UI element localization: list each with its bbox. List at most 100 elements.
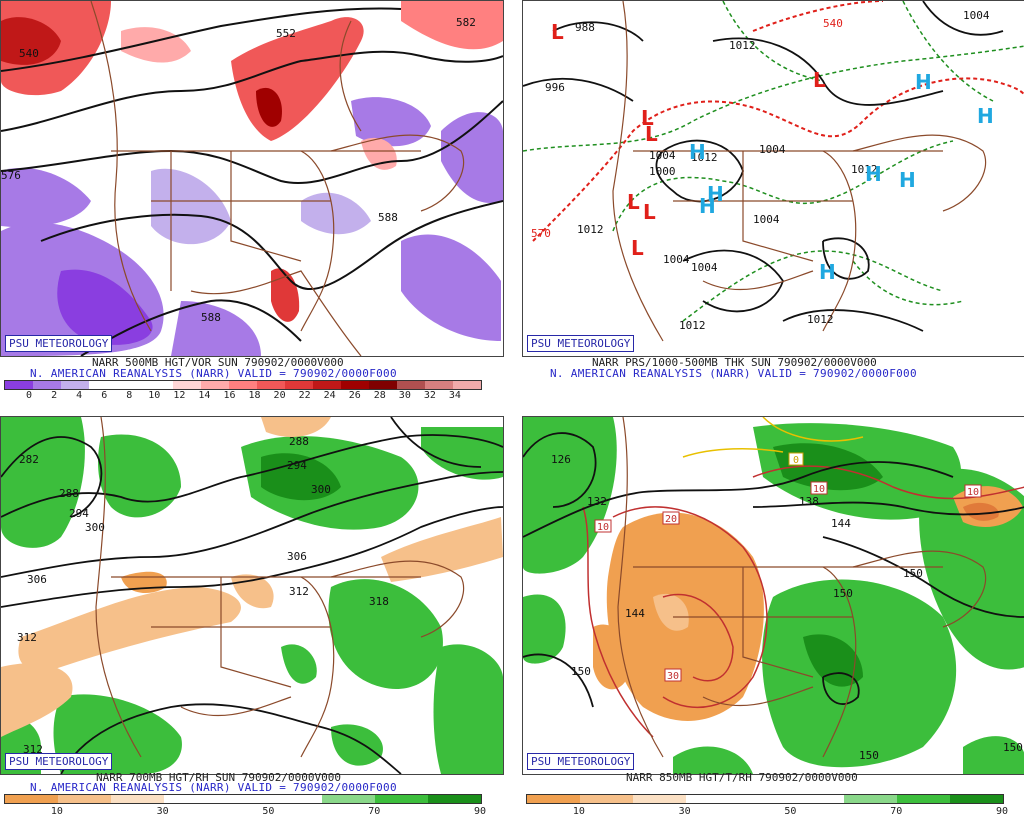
svg-text:1004: 1004 <box>753 213 780 226</box>
svg-text:1004: 1004 <box>691 261 718 274</box>
svg-text:L: L <box>643 200 656 224</box>
panel-700mb-rh: 282 288 294 300 306 312 312 318 306 300 … <box>0 416 504 819</box>
colorbar-tick-label: 34 <box>448 390 461 401</box>
svg-text:150: 150 <box>571 665 591 678</box>
svg-text:570: 570 <box>531 227 551 240</box>
svg-text:150: 150 <box>833 587 853 600</box>
rh-colorbar-ticks: 10 30 50 70 90 <box>4 806 486 818</box>
map-pressure-thickness: 988 996 1012 1004 1000 1012 1004 1004 10… <box>522 0 1024 357</box>
svg-text:996: 996 <box>545 81 565 94</box>
svg-text:L: L <box>631 236 644 260</box>
svg-text:582: 582 <box>456 16 476 29</box>
svg-text:H: H <box>689 140 706 164</box>
colorbar-tick-label: 70 <box>368 806 381 817</box>
colorbar-tick-label: 30 <box>398 390 411 401</box>
colorbar-tick-label: 28 <box>373 390 386 401</box>
colorbar-tick-label: 90 <box>473 806 487 817</box>
svg-text:150: 150 <box>859 749 879 762</box>
svg-text:126: 126 <box>551 453 571 466</box>
svg-text:540: 540 <box>19 47 39 60</box>
svg-text:294: 294 <box>69 507 89 520</box>
colorbar-tick-label: 6 <box>101 390 108 401</box>
colorbar-tick-label: 12 <box>173 390 186 401</box>
colorbar-tick-label: 22 <box>298 390 311 401</box>
svg-text:1012: 1012 <box>851 163 878 176</box>
svg-text:L: L <box>641 106 654 130</box>
colorbar-tick-label: 2 <box>51 390 58 401</box>
svg-text:1012: 1012 <box>679 319 706 332</box>
colorbar-tick-label: 10 <box>572 806 585 817</box>
valid-time-line: N. AMERICAN REANALYSIS (NARR) VALID = 79… <box>550 367 917 380</box>
svg-text:1004: 1004 <box>759 143 786 156</box>
colorbar-tick-label: 4 <box>76 390 83 401</box>
svg-text:1004: 1004 <box>663 253 690 266</box>
svg-text:1004: 1004 <box>649 149 676 162</box>
svg-text:312: 312 <box>289 585 309 598</box>
svg-text:300: 300 <box>85 521 105 534</box>
colorbar-tick-label: 26 <box>348 390 361 401</box>
colorbar-tick-label: 32 <box>423 390 436 401</box>
svg-text:H: H <box>865 162 882 186</box>
svg-text:282: 282 <box>19 453 39 466</box>
colorbar-tick-label: 50 <box>262 806 275 817</box>
svg-text:288: 288 <box>59 487 79 500</box>
chart-title-line: NARR 700MB HGT/RH SUN 790902/0000V000 <box>96 771 342 784</box>
svg-text:318: 318 <box>369 595 389 608</box>
svg-text:306: 306 <box>27 573 47 586</box>
map-850mb: 126 132 138 144 150 144 150 150 150 150 … <box>522 416 1024 775</box>
colorbar-tick-label: 10 <box>50 806 63 817</box>
svg-text:1004: 1004 <box>963 9 990 22</box>
svg-text:988: 988 <box>575 21 595 34</box>
panel-850mb-rh-temp: 126 132 138 144 150 144 150 150 150 150 … <box>522 416 1024 819</box>
vorticity-colorbar-ticks: 0 2 4 6 8 10 12 14 16 18 20 22 24 26 28 30 32 34 <box>4 390 480 402</box>
svg-text:H: H <box>707 182 724 206</box>
chart-title-line: NARR PRS/1000-500MB THK SUN 790902/0000V… <box>592 356 877 369</box>
psu-meteorology-badge: PSU METEOROLOGY <box>527 753 635 770</box>
psu-meteorology-badge: PSU METEOROLOGY <box>527 335 635 352</box>
svg-text:1012: 1012 <box>691 151 718 164</box>
rh-colorbar <box>526 794 1004 804</box>
chart-title-line: NARR 850MB HGT/T/RH 790902/0000V000 <box>626 771 858 784</box>
map-700mb: 282 288 294 300 306 312 312 318 306 300 … <box>0 416 504 775</box>
valid-time-line: N. AMERICAN REANALYSIS (NARR) VALID = 79… <box>30 367 397 380</box>
svg-text:1012: 1012 <box>807 313 834 326</box>
colorbar-tick-label: 10 <box>148 390 161 401</box>
svg-text:150: 150 <box>1003 741 1023 754</box>
svg-text:1000: 1000 <box>649 165 676 178</box>
svg-text:540: 540 <box>823 17 843 30</box>
psu-meteorology-badge: PSU METEOROLOGY <box>5 753 113 770</box>
colorbar-tick-label: 20 <box>273 390 286 401</box>
svg-text:H: H <box>819 260 836 284</box>
svg-text:H: H <box>915 70 932 94</box>
svg-text:306: 306 <box>287 550 307 563</box>
svg-text:0: 0 <box>793 455 799 466</box>
psu-meteorology-badge: PSU METEOROLOGY <box>5 335 113 352</box>
colorbar-tick-label: 90 <box>995 806 1009 817</box>
rh-colorbar <box>4 794 482 804</box>
svg-text:H: H <box>899 168 916 192</box>
svg-text:144: 144 <box>831 517 851 530</box>
colorbar-tick-label: 30 <box>678 806 691 817</box>
svg-text:L: L <box>627 190 640 214</box>
valid-time-line: N. AMERICAN REANALYSIS (NARR) VALID = 79… <box>30 781 397 794</box>
svg-text:288: 288 <box>289 435 309 448</box>
svg-text:L: L <box>645 122 658 146</box>
svg-text:132: 132 <box>587 495 607 508</box>
svg-text:H: H <box>699 194 716 218</box>
svg-text:L: L <box>551 20 564 44</box>
map-500mb: 540 552 576 588 588 582 PSU METEOROLOGY <box>0 0 504 357</box>
colorbar-tick-label: 50 <box>784 806 797 817</box>
colorbar-tick-label: 0 <box>26 390 33 401</box>
svg-text:10: 10 <box>597 522 609 533</box>
svg-text:H: H <box>977 104 994 128</box>
colorbar-tick-label: 14 <box>198 390 211 401</box>
svg-text:30: 30 <box>667 671 679 682</box>
panel-500mb-vorticity: 540 552 576 588 588 582 PSU METEOROLOGY … <box>0 0 504 405</box>
svg-text:588: 588 <box>201 311 221 324</box>
svg-text:552: 552 <box>276 27 296 40</box>
svg-text:10: 10 <box>967 487 979 498</box>
panel-pressure-thickness: 988 996 1012 1004 1000 1012 1004 1004 10… <box>522 0 1024 405</box>
svg-text:144: 144 <box>625 607 645 620</box>
svg-text:20: 20 <box>665 514 677 525</box>
rh-colorbar-ticks: 10 30 50 70 90 <box>526 806 1008 818</box>
